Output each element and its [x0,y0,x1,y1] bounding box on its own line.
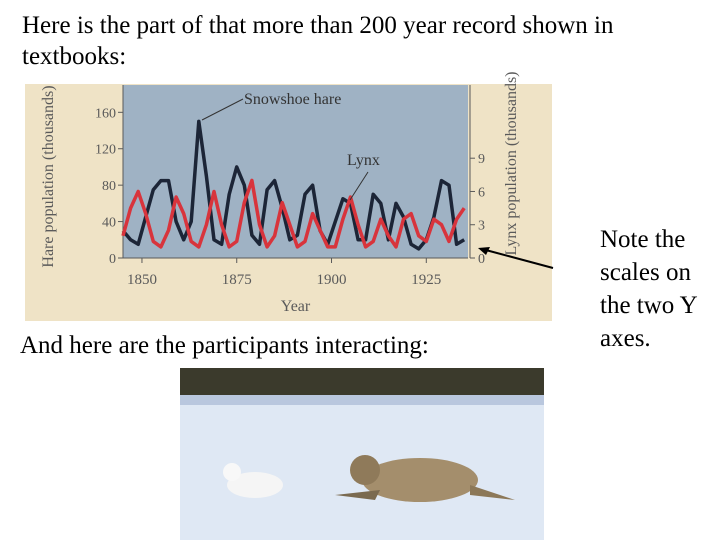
x-axis-label: Year [281,298,311,315]
annotation-pointer [201,98,244,121]
series-line [121,178,466,249]
arrow-head [478,247,490,255]
y2-tick-label: 0 [478,252,485,267]
annotation: Snowshoe hare [244,91,341,108]
arrow [481,248,554,269]
intro-text: Here is the part of that more than 200 y… [22,12,614,70]
caption-text: And here are the participants interactin… [20,332,429,359]
y-tick-label: 160 [95,106,116,121]
y-tick-label: 80 [102,179,116,194]
y-tick-label: 40 [102,216,116,231]
annotation: Lynx [347,152,380,169]
annotation-pointer [349,171,369,201]
x-tick-label: 1925 [411,272,441,288]
note-text: Note the scales on the two Y axes. [600,226,697,352]
y-axis-label: Hare population (thousands) [40,85,57,267]
x-tick-label: 1850 [127,272,157,288]
y2-tick-label: 9 [478,152,485,167]
y-tick-label: 120 [95,143,116,158]
y2-tick-label: 3 [478,219,485,234]
y-tick-label: 0 [109,252,116,267]
y2-axis-label: Lynx population (thousands) [503,72,520,256]
y2-tick-label: 6 [478,185,485,200]
x-tick-label: 1875 [222,272,252,288]
photo [180,368,544,540]
x-tick-label: 1900 [317,272,347,288]
